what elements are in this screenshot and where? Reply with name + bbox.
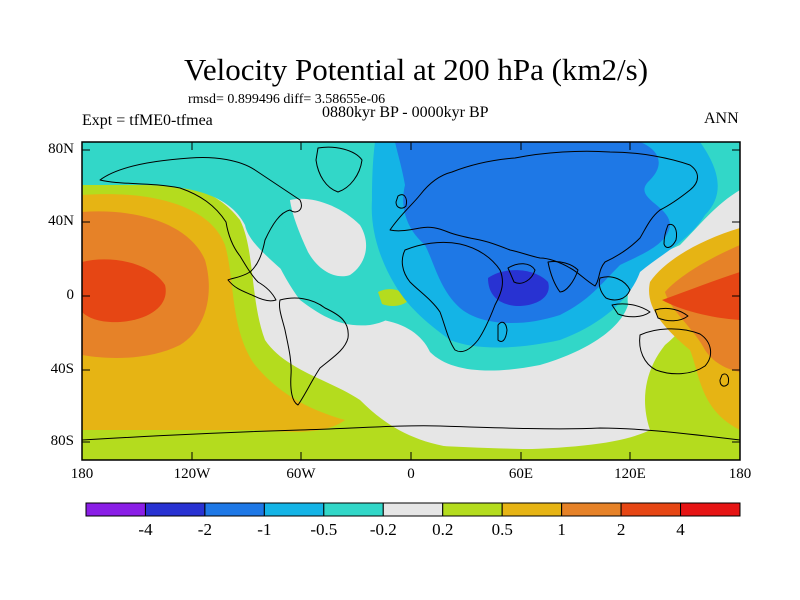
- colorbar-box: [442, 502, 503, 517]
- colorbar: [85, 502, 741, 517]
- stats-line: rmsd= 0.899496 diff= 3.58655e-06: [188, 92, 386, 107]
- experiment-label: Expt = tfME0-tfmea: [82, 112, 213, 129]
- colorbar-label: -4: [138, 520, 153, 539]
- contour-field: [82, 142, 740, 460]
- colorbar-label: -0.5: [310, 520, 338, 539]
- lon-label: 60W: [286, 466, 316, 482]
- lat-label: 40N: [48, 213, 74, 229]
- colorbar-label: -0.2: [369, 520, 397, 539]
- lon-label: 0: [407, 466, 415, 482]
- colorbar-label: -2: [197, 520, 212, 539]
- colorbar-label: 1: [557, 520, 566, 539]
- colorbar-box: [85, 502, 146, 517]
- chart-title: Velocity Potential at 200 hPa (km2/s): [183, 52, 649, 87]
- lat-label: 40S: [50, 361, 74, 377]
- lon-label: 120W: [173, 466, 211, 482]
- lon-label: 180: [728, 466, 752, 482]
- colorbar-box: [144, 502, 206, 517]
- lon-label: 180: [70, 466, 94, 482]
- lat-label: 80N: [48, 141, 74, 157]
- lat-label: 80S: [50, 433, 74, 449]
- colorbar-box: [561, 502, 622, 517]
- colorbar-box: [204, 502, 265, 517]
- colorbar-box: [323, 502, 384, 517]
- colorbar-box: [263, 502, 325, 517]
- coastlines: [82, 146, 740, 441]
- lat-label: 0: [66, 287, 75, 303]
- colorbar-box: [620, 502, 682, 517]
- colorbar-box: [680, 502, 741, 517]
- colorbar-label: 0.2: [432, 520, 454, 539]
- colorbar-box: [501, 502, 563, 517]
- period-label: 0880kyr BP - 0000kyr BP: [322, 104, 489, 121]
- lon-label: 120E: [614, 466, 646, 482]
- season-label: ANN: [704, 110, 739, 127]
- colorbar-label: 4: [676, 520, 685, 539]
- lon-label: 60E: [508, 466, 534, 482]
- colorbar-label: 0.5: [491, 520, 513, 539]
- axis-ticks: [82, 142, 740, 460]
- colorbar-label: 2: [616, 520, 626, 539]
- colorbar-label: -1: [257, 520, 272, 539]
- colorbar-box: [382, 502, 444, 517]
